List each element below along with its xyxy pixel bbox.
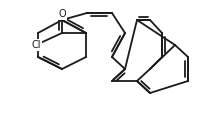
Text: Cl: Cl [31, 40, 41, 50]
Text: O: O [58, 9, 66, 19]
